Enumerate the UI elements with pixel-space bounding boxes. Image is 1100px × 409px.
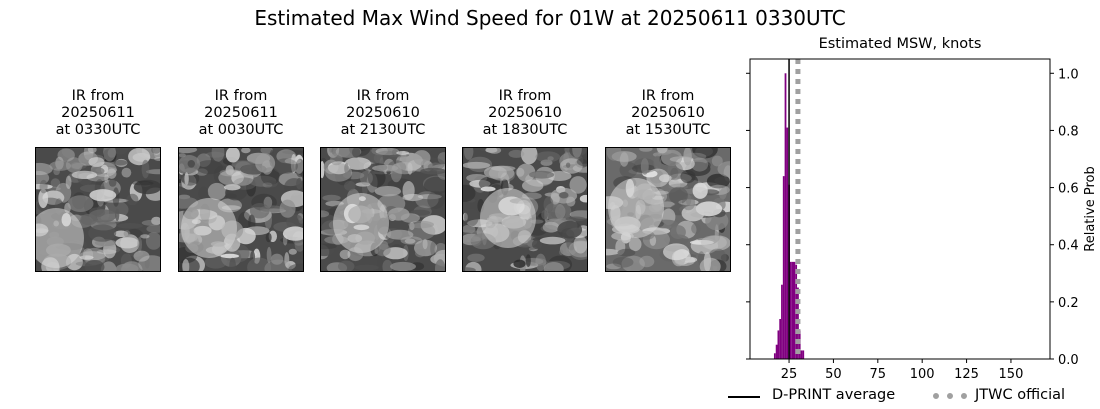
legend-label: JTWC official — [975, 387, 1066, 403]
x-tick-label: 50 — [825, 367, 842, 382]
ir-caption: IR from 20250610 at 1830UTC — [482, 88, 568, 138]
histogram-bar — [791, 261, 794, 359]
histogram-bar — [781, 284, 783, 359]
figure-title: Estimated Max Wind Speed for 01W at 2025… — [254, 6, 846, 30]
y-tick-label: 0.8 — [1058, 124, 1079, 139]
histogram-bar — [782, 176, 785, 359]
x-tick-label: 25 — [781, 367, 798, 382]
ir-satellite-image — [178, 147, 304, 272]
ir-satellite-image — [605, 147, 731, 272]
y-tick-label: 0.0 — [1058, 353, 1079, 368]
ir-panel-4: IR from 20250610 at 1830UTC — [462, 88, 588, 272]
histogram-bar — [786, 127, 789, 359]
histogram-bar — [802, 350, 805, 359]
histogram-bar — [773, 353, 776, 359]
ir-satellite-image — [320, 147, 446, 272]
x-tick-label: 150 — [999, 367, 1024, 382]
histogram-bar — [789, 261, 792, 359]
histogram-bar — [775, 344, 778, 359]
ir-panel-3: IR from 20250610 at 2130UTC — [320, 88, 446, 272]
y-tick-label: 0.6 — [1058, 182, 1079, 197]
histogram-bar — [800, 350, 803, 359]
y-tick-label: 0.2 — [1058, 296, 1079, 311]
histogram-bar — [784, 73, 787, 359]
ir-satellite-image — [35, 147, 161, 272]
y-axis-label: Relative Prob — [1083, 166, 1098, 251]
histogram-bar — [798, 330, 801, 359]
ir-panel-1: IR from 20250611 at 0330UTC — [35, 88, 161, 272]
legend-label: D-PRINT average — [772, 387, 896, 403]
ir-caption: IR from 20250610 at 1530UTC — [625, 88, 711, 138]
ir-panel-2: IR from 20250611 at 0030UTC — [178, 88, 304, 272]
chart-title: Estimated MSW, knots — [818, 36, 982, 52]
histogram-bar — [777, 330, 780, 359]
legend-solid-line-swatch — [728, 396, 760, 398]
histogram-bar — [793, 261, 796, 359]
ir-panel-5: IR from 20250610 at 1530UTC — [605, 88, 731, 272]
ir-caption: IR from 20250611 at 0030UTC — [198, 88, 284, 138]
histogram-bar — [779, 319, 782, 359]
ir-caption: IR from 20250611 at 0330UTC — [55, 88, 141, 138]
x-tick-label: 100 — [910, 367, 935, 382]
plot-frame — [749, 58, 1051, 360]
ir-caption: IR from 20250610 at 2130UTC — [340, 88, 426, 138]
ir-satellite-image — [462, 147, 588, 272]
y-tick-label: 0.4 — [1058, 239, 1079, 254]
x-tick-label: 75 — [870, 367, 887, 382]
legend-dotted-line-swatch — [933, 393, 967, 399]
x-tick-label: 125 — [954, 367, 979, 382]
y-tick-label: 1.0 — [1058, 67, 1079, 82]
